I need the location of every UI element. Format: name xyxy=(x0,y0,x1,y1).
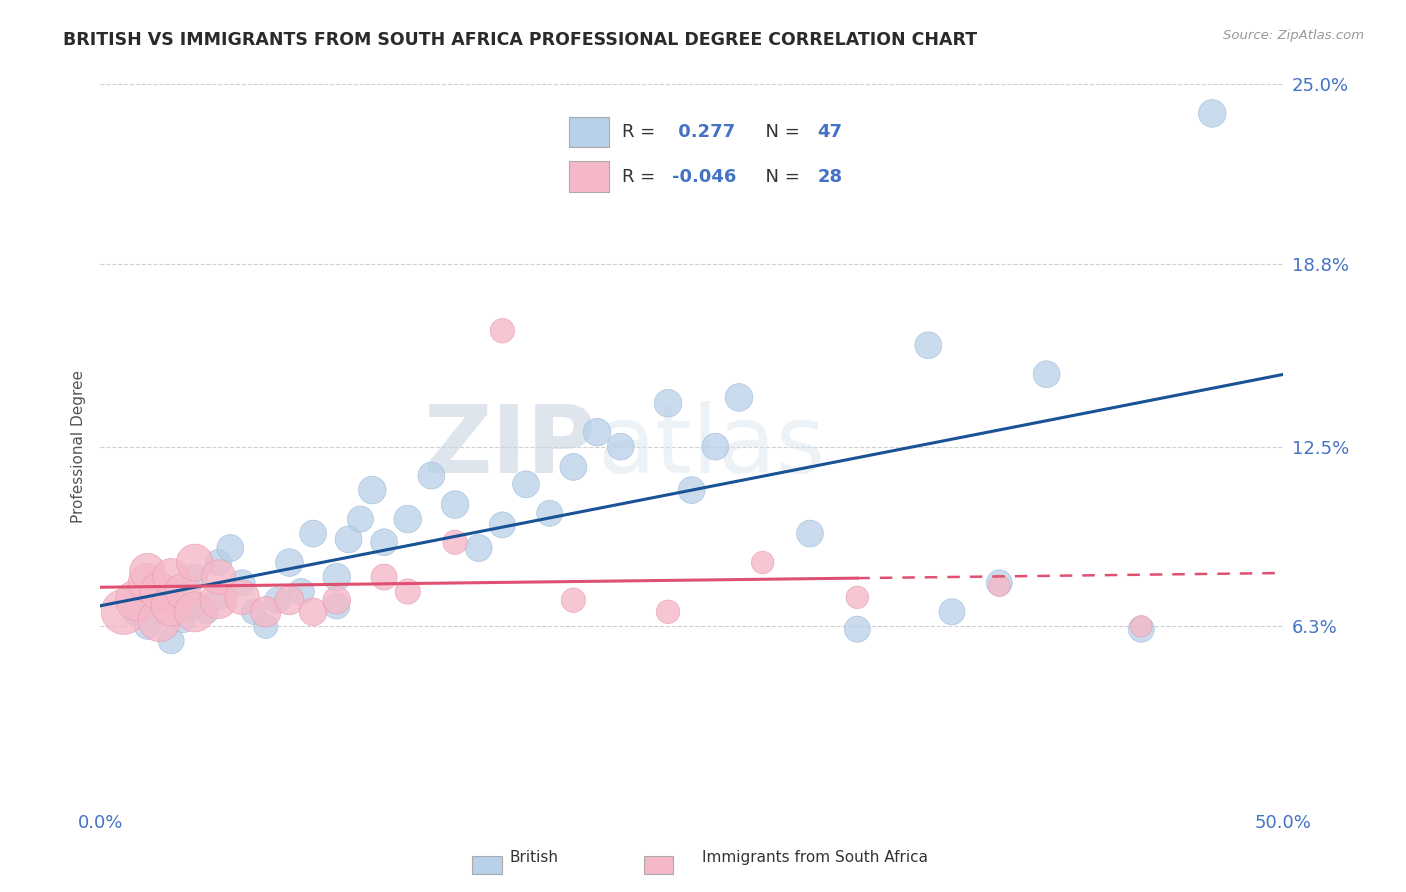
Point xyxy=(704,440,727,454)
Bar xyxy=(644,856,673,874)
Point xyxy=(538,506,561,520)
Point xyxy=(444,535,467,549)
Text: atlas: atlas xyxy=(598,401,825,492)
Text: Source: ZipAtlas.com: Source: ZipAtlas.com xyxy=(1223,29,1364,42)
Point xyxy=(172,614,194,628)
Point xyxy=(148,593,170,607)
Text: Immigrants from South Africa: Immigrants from South Africa xyxy=(703,850,928,865)
Point xyxy=(799,526,821,541)
Point xyxy=(231,575,253,590)
Point xyxy=(254,619,277,633)
Point xyxy=(491,324,513,338)
Point xyxy=(124,605,146,619)
Point xyxy=(326,593,349,607)
Bar xyxy=(472,856,502,874)
Point xyxy=(609,440,631,454)
Point xyxy=(657,396,679,410)
Point xyxy=(184,570,207,584)
Point xyxy=(172,584,194,599)
Point xyxy=(728,390,751,404)
Point xyxy=(302,605,325,619)
Point xyxy=(373,535,395,549)
Point xyxy=(444,498,467,512)
Point xyxy=(290,584,312,599)
Point xyxy=(184,556,207,570)
Point xyxy=(941,605,963,619)
Point xyxy=(254,605,277,619)
Point xyxy=(184,605,207,619)
Point xyxy=(278,556,301,570)
Point xyxy=(467,541,489,555)
Point xyxy=(195,605,218,619)
Point xyxy=(562,459,585,474)
Point xyxy=(562,593,585,607)
Point xyxy=(420,468,443,483)
Text: ZIP: ZIP xyxy=(425,401,598,492)
Point xyxy=(112,605,135,619)
Y-axis label: Professional Degree: Professional Degree xyxy=(72,370,86,523)
Point xyxy=(491,517,513,532)
Point xyxy=(917,338,939,352)
Point xyxy=(846,591,869,605)
Point xyxy=(326,599,349,613)
Point xyxy=(586,425,609,439)
Point xyxy=(219,541,242,555)
Point xyxy=(396,512,419,526)
Point xyxy=(207,593,229,607)
Point xyxy=(846,622,869,636)
Point xyxy=(361,483,384,497)
Point xyxy=(160,599,183,613)
Point xyxy=(243,605,266,619)
Point xyxy=(160,633,183,648)
Text: BRITISH VS IMMIGRANTS FROM SOUTH AFRICA PROFESSIONAL DEGREE CORRELATION CHART: BRITISH VS IMMIGRANTS FROM SOUTH AFRICA … xyxy=(63,31,977,49)
Point xyxy=(160,570,183,584)
Point xyxy=(681,483,703,497)
Point xyxy=(207,570,229,584)
Point xyxy=(207,556,229,570)
Point xyxy=(373,570,395,584)
Point xyxy=(136,564,159,578)
Point xyxy=(231,591,253,605)
Point xyxy=(396,584,419,599)
Point xyxy=(278,593,301,607)
Point xyxy=(302,526,325,541)
Point xyxy=(988,575,1011,590)
Point xyxy=(751,556,773,570)
Point xyxy=(1035,368,1057,382)
Point xyxy=(657,605,679,619)
Point xyxy=(207,591,229,605)
Point xyxy=(349,512,371,526)
Point xyxy=(1130,619,1153,633)
Point xyxy=(184,599,207,613)
Point xyxy=(148,584,170,599)
Point xyxy=(515,477,537,491)
Text: British: British xyxy=(510,850,558,865)
Point xyxy=(1130,622,1153,636)
Point xyxy=(266,593,288,607)
Point xyxy=(1201,106,1223,120)
Point xyxy=(160,584,183,599)
Point xyxy=(148,614,170,628)
Point xyxy=(136,619,159,633)
Point xyxy=(326,570,349,584)
Point xyxy=(988,579,1011,593)
Point xyxy=(136,575,159,590)
Point xyxy=(337,533,360,547)
Point xyxy=(124,593,146,607)
